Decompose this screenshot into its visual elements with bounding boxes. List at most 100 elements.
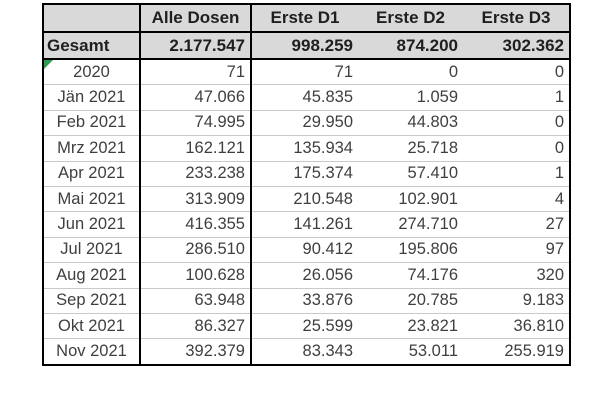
- month-label: Nov 2021: [56, 341, 127, 360]
- month-cell[interactable]: Jän 2021: [42, 84, 141, 111]
- value-cell[interactable]: 9.183: [463, 288, 571, 314]
- month-cell[interactable]: Nov 2021: [42, 338, 141, 366]
- value-cell[interactable]: 135.934: [251, 135, 358, 162]
- value-cell[interactable]: 1.059: [358, 84, 463, 111]
- month-label: Sep 2021: [56, 291, 127, 310]
- value-cell[interactable]: 86.327: [140, 313, 252, 340]
- value-cell[interactable]: 27: [463, 211, 571, 238]
- month-label: Mrz 2021: [57, 138, 126, 157]
- month-label: Aug 2021: [56, 265, 127, 284]
- value-cell[interactable]: 29.950: [251, 110, 358, 137]
- error-indicator-icon: [45, 60, 53, 69]
- month-cell[interactable]: Mrz 2021: [42, 135, 141, 162]
- table-body: Gesamt 2.177.547 998.259 874.200 302.362…: [42, 32, 571, 366]
- value-cell[interactable]: 63.948: [140, 288, 252, 314]
- value-cell[interactable]: 83.343: [251, 338, 358, 366]
- table-row: Apr 2021 233.238 175.374 57.410 1: [42, 161, 571, 187]
- table-row: Jul 2021 286.510 90.412 195.806 97: [42, 237, 571, 264]
- total-value-cell[interactable]: 998.259: [251, 32, 358, 60]
- total-row: Gesamt 2.177.547 998.259 874.200 302.362: [42, 32, 571, 60]
- header-cell-erste-d2[interactable]: Erste D2: [358, 3, 463, 33]
- table-row: 2020 71 71 0 0: [42, 59, 571, 86]
- month-cell[interactable]: 2020: [42, 59, 141, 86]
- header-cell-alle-dosen[interactable]: Alle Dosen: [140, 3, 252, 33]
- header-cell-erste-d3[interactable]: Erste D3: [463, 3, 571, 33]
- table-row: Mai 2021 313.909 210.548 102.901 4: [42, 186, 571, 213]
- vaccination-doses-table: Alle Dosen Erste D1 Erste D2 Erste D3 Ge…: [42, 3, 571, 366]
- value-cell[interactable]: 286.510: [140, 237, 252, 264]
- value-cell[interactable]: 313.909: [140, 186, 252, 213]
- month-label: Jän 2021: [57, 88, 126, 107]
- month-cell[interactable]: Mai 2021: [42, 186, 141, 213]
- value-cell[interactable]: 175.374: [251, 161, 358, 187]
- table-row: Jun 2021 416.355 141.261 274.710 27: [42, 211, 571, 238]
- value-cell[interactable]: 1: [463, 161, 571, 187]
- value-cell[interactable]: 102.901: [358, 186, 463, 213]
- month-label: 2020: [73, 62, 110, 81]
- value-cell[interactable]: 233.238: [140, 161, 252, 187]
- value-cell[interactable]: 0: [463, 59, 571, 86]
- value-cell[interactable]: 33.876: [251, 288, 358, 314]
- month-label: Apr 2021: [58, 164, 125, 183]
- total-value-cell[interactable]: 2.177.547: [140, 32, 252, 60]
- table-row: Sep 2021 63.948 33.876 20.785 9.183: [42, 288, 571, 314]
- month-cell[interactable]: Apr 2021: [42, 161, 141, 187]
- table-row: Mrz 2021 162.121 135.934 25.718 0: [42, 135, 571, 162]
- month-cell[interactable]: Jul 2021: [42, 237, 141, 264]
- value-cell[interactable]: 100.628: [140, 262, 252, 289]
- month-label: Okt 2021: [58, 316, 125, 335]
- table-row: Okt 2021 86.327 25.599 23.821 36.810: [42, 313, 571, 340]
- header-cell-empty[interactable]: [42, 3, 141, 33]
- value-cell[interactable]: 392.379: [140, 338, 252, 366]
- value-cell[interactable]: 195.806: [358, 237, 463, 264]
- table-row: Aug 2021 100.628 26.056 74.176 320: [42, 262, 571, 289]
- month-label: Feb 2021: [56, 113, 127, 132]
- value-cell[interactable]: 97: [463, 237, 571, 264]
- value-cell[interactable]: 0: [358, 59, 463, 86]
- value-cell[interactable]: 71: [140, 59, 252, 86]
- month-label: Mai 2021: [57, 189, 126, 208]
- value-cell[interactable]: 0: [463, 110, 571, 137]
- month-cell[interactable]: Okt 2021: [42, 313, 141, 340]
- value-cell[interactable]: 53.011: [358, 338, 463, 366]
- value-cell[interactable]: 416.355: [140, 211, 252, 238]
- value-cell[interactable]: 20.785: [358, 288, 463, 314]
- value-cell[interactable]: 74.176: [358, 262, 463, 289]
- value-cell[interactable]: 162.121: [140, 135, 252, 162]
- month-cell[interactable]: Jun 2021: [42, 211, 141, 238]
- value-cell[interactable]: 47.066: [140, 84, 252, 111]
- month-cell[interactable]: Sep 2021: [42, 288, 141, 314]
- value-cell[interactable]: 36.810: [463, 313, 571, 340]
- value-cell[interactable]: 57.410: [358, 161, 463, 187]
- value-cell[interactable]: 44.803: [358, 110, 463, 137]
- total-value-cell[interactable]: 302.362: [463, 32, 571, 60]
- header-cell-erste-d1[interactable]: Erste D1: [251, 3, 358, 33]
- value-cell[interactable]: 25.599: [251, 313, 358, 340]
- value-cell[interactable]: 23.821: [358, 313, 463, 340]
- month-label: Jul 2021: [60, 240, 123, 259]
- value-cell[interactable]: 71: [251, 59, 358, 86]
- value-cell[interactable]: 25.718: [358, 135, 463, 162]
- month-cell[interactable]: Aug 2021: [42, 262, 141, 289]
- value-cell[interactable]: 210.548: [251, 186, 358, 213]
- value-cell[interactable]: 274.710: [358, 211, 463, 238]
- table-row: Nov 2021 392.379 83.343 53.011 255.919: [42, 338, 571, 366]
- value-cell[interactable]: 90.412: [251, 237, 358, 264]
- value-cell[interactable]: 141.261: [251, 211, 358, 238]
- table-row: Feb 2021 74.995 29.950 44.803 0: [42, 110, 571, 137]
- month-cell[interactable]: Feb 2021: [42, 110, 141, 137]
- value-cell[interactable]: 4: [463, 186, 571, 213]
- value-cell[interactable]: 255.919: [463, 338, 571, 366]
- total-value-cell[interactable]: 874.200: [358, 32, 463, 60]
- table-row: Jän 2021 47.066 45.835 1.059 1: [42, 84, 571, 111]
- month-label: Jun 2021: [57, 215, 126, 234]
- total-label-cell[interactable]: Gesamt: [42, 32, 141, 60]
- header-row: Alle Dosen Erste D1 Erste D2 Erste D3: [42, 3, 571, 33]
- value-cell[interactable]: 45.835: [251, 84, 358, 111]
- value-cell[interactable]: 26.056: [251, 262, 358, 289]
- value-cell[interactable]: 0: [463, 135, 571, 162]
- value-cell[interactable]: 320: [463, 262, 571, 289]
- value-cell[interactable]: 1: [463, 84, 571, 111]
- value-cell[interactable]: 74.995: [140, 110, 252, 137]
